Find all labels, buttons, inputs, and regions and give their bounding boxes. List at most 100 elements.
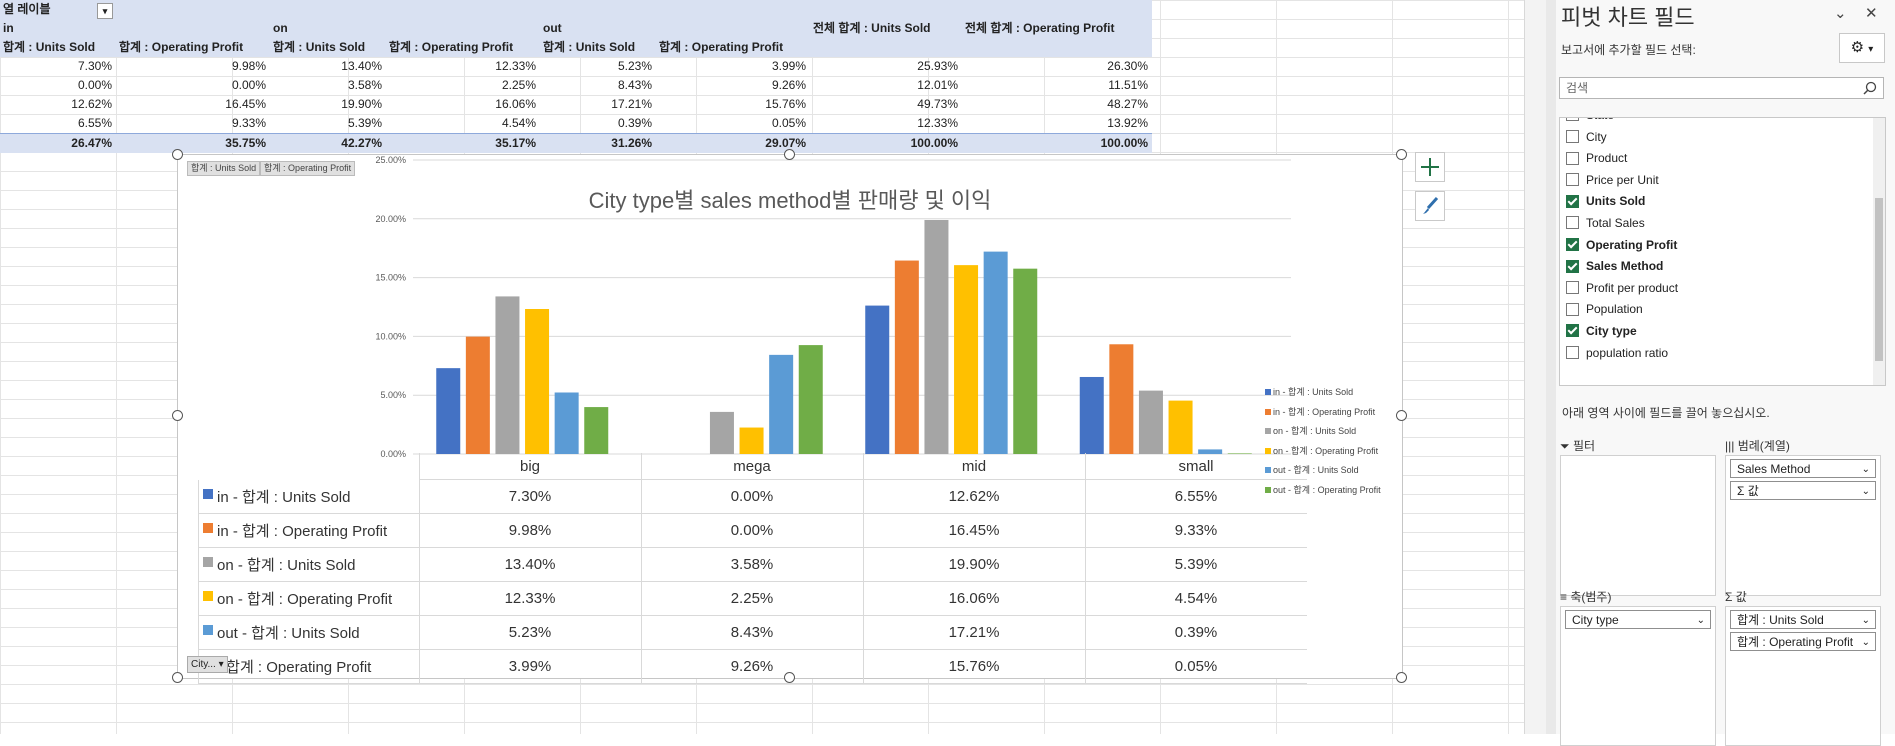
resize-handle[interactable] [172,149,183,160]
pivot-total-cell[interactable]: 35.17% [495,136,536,150]
bar[interactable] [739,427,764,454]
bar[interactable] [1079,376,1104,454]
pivot-total-cell[interactable]: 42.27% [341,136,382,150]
bar[interactable] [954,265,979,454]
bar[interactable] [894,260,919,454]
field-item[interactable]: State [1566,118,1614,126]
checkbox[interactable] [1566,345,1579,359]
bar[interactable] [983,251,1008,454]
pivot-cell[interactable]: 13.92% [1107,116,1148,130]
chart-styles-button[interactable] [1415,191,1445,221]
pivot-cell[interactable]: 26.30% [1107,59,1148,73]
pivot-cell[interactable]: 8.43% [617,78,652,92]
pivot-cell[interactable]: 9.98% [231,59,266,73]
pivot-cell[interactable]: 2.25% [501,78,536,92]
field-item[interactable]: population ratio [1566,343,1668,364]
pivot-total-cell[interactable]: 29.07% [765,136,806,150]
pivot-total-cell[interactable]: 35.75% [225,136,266,150]
bar[interactable] [525,308,550,454]
pivot-cell[interactable]: 12.33% [495,59,536,73]
pivot-cell[interactable]: 11.51% [1108,78,1148,92]
field-item[interactable]: Operating Profit [1566,235,1677,256]
pivot-cell[interactable]: 0.39% [617,116,652,130]
pivot-cell[interactable]: 19.90% [341,97,382,111]
pivot-total-cell[interactable]: 31.26% [611,136,652,150]
close-icon[interactable]: ✕ [1865,5,1878,22]
field-item[interactable]: Population [1566,299,1643,320]
tools-button[interactable]: ⚙ ▾ [1839,33,1885,63]
pivot-cell[interactable]: 16.45% [225,97,266,111]
pivot-cell[interactable]: 0.05% [771,116,806,130]
scroll-thumb[interactable] [1875,198,1883,361]
field-search-input[interactable]: 검색 [1559,77,1884,99]
pivot-cell[interactable]: 0.00% [231,78,266,92]
values-drop-zone[interactable]: 합계 : Units Sold ⌄ 합계 : Operating Profit ⌄ [1725,606,1881,746]
pivot-cell[interactable]: 25.93% [917,59,958,73]
resize-handle[interactable] [1396,672,1407,683]
legend-item[interactable]: on - 합계 : Units Sold [1265,424,1381,444]
pivot-cell[interactable]: 13.40% [341,59,382,73]
bar[interactable] [1168,400,1193,454]
legend-field-values[interactable]: Σ 값 ⌄ [1730,481,1876,500]
checkbox[interactable] [1566,281,1579,295]
bar[interactable] [709,411,734,454]
values-field-operating-profit[interactable]: 합계 : Operating Profit ⌄ [1730,632,1876,651]
bar[interactable] [1138,390,1163,454]
field-item[interactable]: Units Sold [1566,191,1645,212]
field-item[interactable]: Product [1566,148,1627,169]
axis-drop-zone[interactable]: City type ⌄ [1560,606,1716,746]
axis-field-city-type[interactable]: City type ⌄ [1565,610,1711,629]
chart-elements-button[interactable] [1415,152,1445,182]
bar[interactable] [584,407,609,454]
checkbox[interactable] [1566,302,1579,316]
checkbox[interactable] [1566,194,1579,208]
checkbox[interactable] [1566,324,1579,338]
legend-item[interactable]: in - 합계 : Units Sold [1265,385,1381,405]
field-item[interactable]: Sales Method [1566,256,1663,277]
pivot-cell[interactable]: 4.54% [501,116,536,130]
pivot-total-cell[interactable]: 100.00% [910,136,958,150]
pivot-total-cell[interactable]: 100.00% [1100,136,1148,150]
bar[interactable] [1013,268,1038,454]
pivot-cell[interactable]: 9.26% [771,78,806,92]
checkbox[interactable] [1566,118,1579,122]
bar[interactable] [465,336,490,454]
legend-item[interactable]: in - 합계 : Operating Profit [1265,405,1381,425]
filter-dropdown-button[interactable]: ▾ [97,3,113,19]
bar[interactable] [1198,449,1223,454]
chevron-down-icon[interactable]: ⌄ [1834,5,1847,22]
pivot-cell[interactable]: 12.62% [71,97,112,111]
field-item[interactable]: Profit per product [1566,278,1678,299]
legend-field-sales-method[interactable]: Sales Method ⌄ [1730,459,1876,478]
resize-handle[interactable] [1396,410,1407,421]
resize-handle[interactable] [1396,149,1407,160]
resize-handle[interactable] [784,672,795,683]
bar[interactable] [769,354,794,454]
bar[interactable] [1109,344,1134,454]
axis-field-button[interactable]: City... ▾ [187,656,228,673]
bar[interactable] [495,296,520,454]
pivot-cell[interactable]: 5.23% [617,59,652,73]
field-item[interactable]: Total Sales [1566,213,1645,234]
pivot-cell[interactable]: 3.99% [771,59,806,73]
pivot-cell[interactable]: 12.33% [917,116,958,130]
pivot-cell[interactable]: 6.55% [77,116,112,130]
pane-divider[interactable] [1546,0,1556,734]
field-list[interactable]: State City Product Price per Unit Units Sold… [1559,117,1886,386]
checkbox[interactable] [1566,216,1579,230]
pivot-cell[interactable]: 12.01% [917,78,958,92]
legend-drop-zone[interactable]: Sales Method ⌄ Σ 값 ⌄ [1725,455,1881,596]
pivot-cell[interactable]: 5.39% [347,116,382,130]
pivot-cell[interactable]: 49.73% [917,97,958,111]
bar[interactable] [924,219,949,454]
checkbox[interactable] [1566,237,1579,251]
pivot-cell[interactable]: 0.00% [77,78,112,92]
checkbox[interactable] [1566,151,1579,165]
field-item[interactable]: Price per Unit [1566,170,1659,191]
bar[interactable] [865,305,890,454]
field-item[interactable]: City type [1566,321,1637,342]
pivot-total-cell[interactable]: 26.47% [71,136,112,150]
field-button-operating-profit[interactable]: 합계 : Operating Profit [260,161,356,176]
pivot-cell[interactable]: 15.76% [765,97,806,111]
field-list-scrollbar[interactable] [1873,118,1885,385]
